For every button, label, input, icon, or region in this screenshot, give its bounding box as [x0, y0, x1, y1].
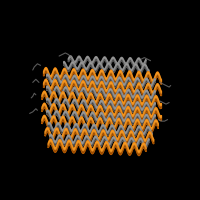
Polygon shape: [44, 68, 161, 82]
Polygon shape: [47, 98, 155, 113]
Polygon shape: [44, 79, 161, 96]
Polygon shape: [42, 91, 161, 108]
Polygon shape: [44, 82, 161, 96]
Polygon shape: [47, 110, 155, 123]
Polygon shape: [64, 63, 149, 74]
Polygon shape: [42, 118, 158, 132]
Polygon shape: [48, 123, 152, 135]
Polygon shape: [42, 116, 158, 130]
Polygon shape: [45, 128, 154, 142]
Polygon shape: [44, 68, 161, 85]
Polygon shape: [42, 103, 161, 118]
Polygon shape: [47, 86, 155, 99]
Polygon shape: [47, 88, 155, 101]
Polygon shape: [48, 122, 152, 137]
Polygon shape: [47, 74, 155, 87]
Polygon shape: [48, 125, 152, 137]
Polygon shape: [44, 70, 161, 84]
Polygon shape: [47, 100, 155, 113]
Polygon shape: [44, 79, 161, 94]
Polygon shape: [45, 130, 154, 144]
Polygon shape: [48, 140, 146, 153]
Polygon shape: [50, 136, 149, 149]
Polygon shape: [42, 115, 158, 132]
Polygon shape: [68, 56, 146, 65]
Polygon shape: [42, 103, 161, 121]
Polygon shape: [50, 134, 149, 149]
Polygon shape: [47, 110, 155, 125]
Polygon shape: [47, 112, 155, 125]
Polygon shape: [68, 58, 146, 67]
Polygon shape: [64, 61, 149, 74]
Polygon shape: [48, 139, 146, 156]
Polygon shape: [42, 91, 161, 106]
Polygon shape: [47, 76, 155, 89]
Polygon shape: [47, 98, 155, 111]
Polygon shape: [68, 56, 146, 67]
Polygon shape: [42, 94, 161, 108]
Polygon shape: [47, 86, 155, 101]
Polygon shape: [50, 134, 149, 147]
Polygon shape: [42, 106, 161, 120]
Polygon shape: [47, 74, 155, 89]
Polygon shape: [64, 62, 149, 72]
Polygon shape: [45, 128, 154, 144]
Polygon shape: [48, 142, 146, 155]
